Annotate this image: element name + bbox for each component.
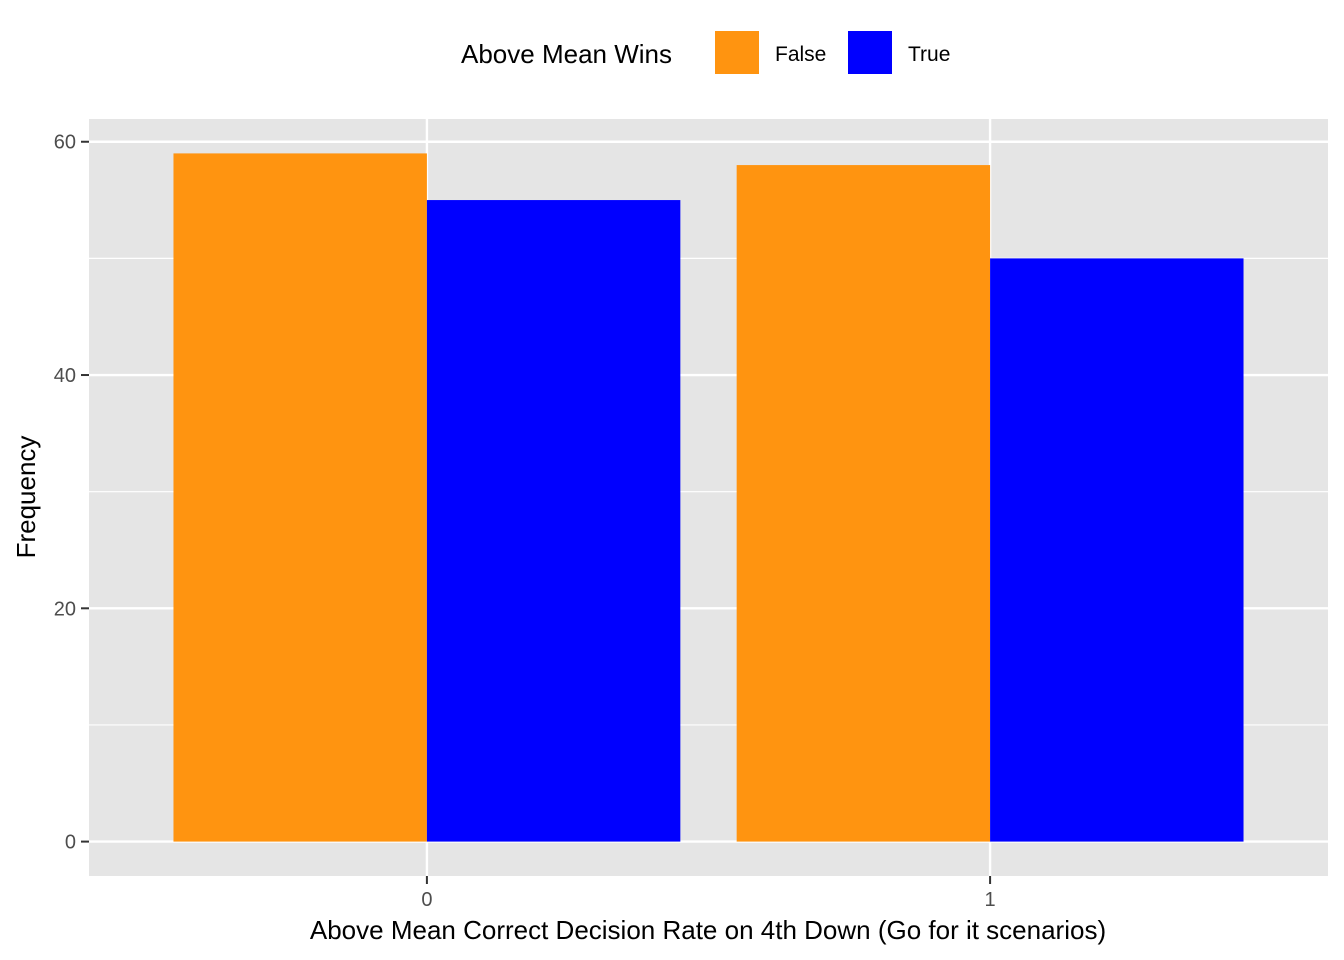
y-tick-label: 60 <box>54 132 76 154</box>
bars <box>173 153 1244 842</box>
x-axis-title: Above Mean Correct Decision Rate on 4th … <box>310 915 1106 945</box>
y-axis: 0 20 40 60 <box>54 132 89 854</box>
legend: Above Mean Wins False True <box>461 31 950 74</box>
y-tick-label: 20 <box>54 598 76 620</box>
legend-label-false: False <box>775 43 826 66</box>
legend-label-true: True <box>908 43 950 66</box>
x-tick-label: 1 <box>985 889 996 911</box>
y-tick-label: 0 <box>65 832 76 854</box>
y-tick-label: 40 <box>54 365 76 387</box>
bar-true-1 <box>990 258 1244 842</box>
bar-true-0 <box>426 200 681 842</box>
legend-key-true <box>848 31 892 74</box>
bar-false-0 <box>173 153 427 842</box>
x-tick-label: 0 <box>421 889 432 911</box>
legend-key-false <box>715 31 759 74</box>
legend-title: Above Mean Wins <box>461 39 672 69</box>
bar-false-1 <box>736 165 991 842</box>
y-axis-title: Frequency <box>11 436 41 559</box>
